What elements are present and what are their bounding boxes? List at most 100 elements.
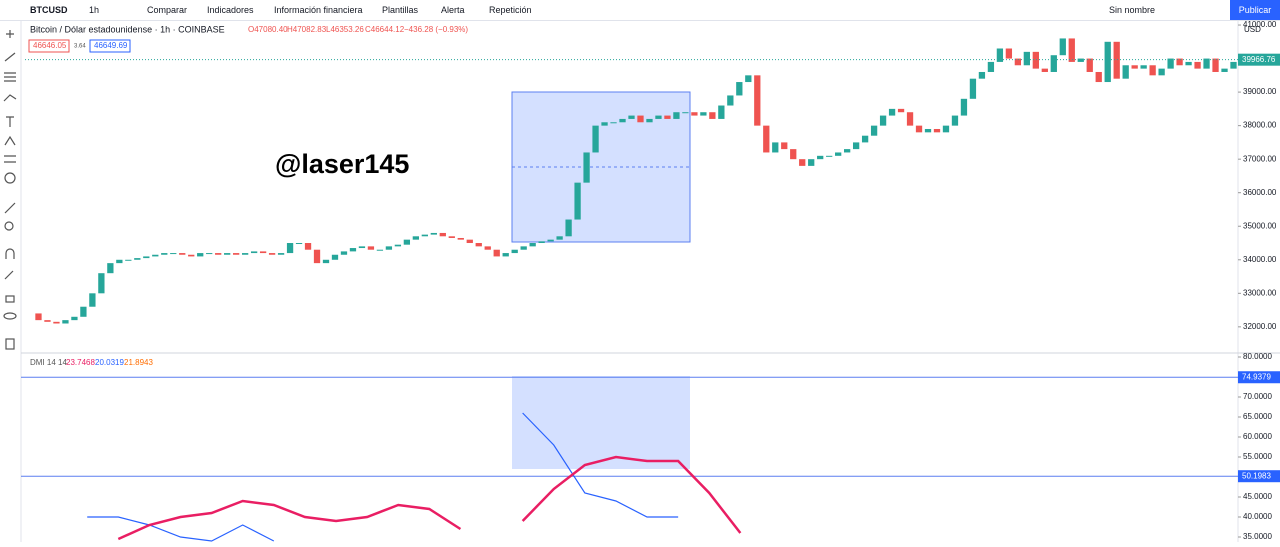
candle xyxy=(304,243,312,250)
level-box xyxy=(1238,371,1280,384)
candle xyxy=(71,316,78,321)
watermark: @laser145 xyxy=(275,149,409,179)
tool-icon[interactable] xyxy=(6,30,14,38)
candle xyxy=(610,122,617,124)
level-label: 74.9379 xyxy=(1242,372,1271,381)
y-tick-label: 36000.00 xyxy=(1243,188,1277,197)
level-box xyxy=(1238,470,1280,483)
candle xyxy=(1014,58,1022,66)
tool-icon[interactable] xyxy=(3,94,17,102)
candle xyxy=(116,259,123,264)
candle xyxy=(529,243,536,247)
y-tick-label: 45.0000 xyxy=(1243,492,1272,501)
y-tick-label: 37000.00 xyxy=(1243,154,1277,163)
tool-icon[interactable] xyxy=(4,172,16,184)
toolbar-item[interactable]: Comparar xyxy=(147,5,188,15)
candle xyxy=(808,159,815,166)
tool-icon[interactable] xyxy=(4,52,16,62)
candle xyxy=(1131,65,1138,69)
candle xyxy=(35,313,42,321)
candle xyxy=(376,249,384,251)
candle xyxy=(763,125,770,153)
tool-icon[interactable] xyxy=(5,248,15,259)
currency[interactable]: USD xyxy=(1244,25,1261,34)
tool-icon[interactable] xyxy=(5,338,15,350)
y-tick-label: 35.0000 xyxy=(1243,532,1272,541)
toolbar-item[interactable]: Información financiera xyxy=(274,5,363,15)
candle xyxy=(98,273,105,294)
interval[interactable]: 1h xyxy=(89,5,100,15)
candle xyxy=(1230,61,1237,69)
candle xyxy=(727,95,734,106)
layout-name[interactable]: Sin nombre xyxy=(1109,5,1156,15)
candle xyxy=(1059,38,1066,56)
candle xyxy=(1167,58,1174,69)
tool-icon[interactable] xyxy=(4,155,16,163)
candle xyxy=(843,149,851,153)
toolbar-item[interactable]: Plantillas xyxy=(382,5,419,15)
indicator-value: 23.7468 xyxy=(66,358,95,367)
candle xyxy=(655,115,662,119)
candle xyxy=(897,108,905,113)
buy[interactable]: 46649.69 xyxy=(94,41,128,50)
candle xyxy=(448,236,455,238)
candle xyxy=(475,243,482,247)
candle xyxy=(277,253,285,255)
candle xyxy=(565,219,572,237)
y-tick-label: 41000.00 xyxy=(1243,21,1277,29)
tool-icon[interactable] xyxy=(6,116,14,127)
candle xyxy=(286,243,294,254)
tool-icon[interactable] xyxy=(4,135,16,146)
candle xyxy=(601,122,608,126)
candle xyxy=(547,239,554,242)
publish-button[interactable]: Publicar xyxy=(1230,0,1280,20)
candle xyxy=(107,263,114,274)
candle xyxy=(1203,58,1210,69)
tool-icon[interactable] xyxy=(4,270,14,280)
sell[interactable]: 46646.05 xyxy=(33,41,67,50)
range-box[interactable] xyxy=(512,376,690,469)
candle xyxy=(888,108,896,116)
candle xyxy=(772,142,779,153)
candle xyxy=(691,112,698,116)
tool-icon[interactable] xyxy=(4,202,16,214)
candle xyxy=(978,71,986,79)
symbol[interactable]: BTCUSD xyxy=(30,5,68,15)
spread: 3.64 xyxy=(74,44,86,50)
candle xyxy=(430,232,437,235)
candle xyxy=(493,249,500,257)
candle xyxy=(520,246,527,250)
y-tick-label: 65.0000 xyxy=(1243,412,1272,421)
candle xyxy=(933,128,941,133)
y-tick-label: 35000.00 xyxy=(1243,221,1277,230)
candle xyxy=(385,246,393,250)
candle xyxy=(718,105,725,119)
tool-icon[interactable] xyxy=(4,221,14,231)
y-tick-label: 70.0000 xyxy=(1243,392,1272,401)
buy-box[interactable] xyxy=(89,39,131,53)
candle xyxy=(466,239,473,244)
candle xyxy=(206,253,213,255)
toolbar-item[interactable]: Repetición xyxy=(489,5,532,15)
candle xyxy=(241,253,249,255)
toolbar: BTCUSD 1h Comparar Indicadores Informaci… xyxy=(0,0,1280,21)
tool-icon[interactable] xyxy=(3,312,17,320)
y-tick-label: 33000.00 xyxy=(1243,288,1277,297)
candle xyxy=(628,115,635,119)
indicator-value: 20.0319 xyxy=(95,358,124,367)
candle xyxy=(511,249,518,254)
tool-icon[interactable] xyxy=(4,72,16,82)
ohlc: O47080.40 xyxy=(248,25,288,34)
candle xyxy=(1212,58,1219,72)
candle xyxy=(161,253,168,255)
candle xyxy=(268,253,276,255)
candle xyxy=(1023,51,1030,66)
tool-icon[interactable] xyxy=(5,295,15,303)
sell-box[interactable] xyxy=(28,39,70,53)
candle xyxy=(637,115,644,123)
toolbar-item[interactable]: Alerta xyxy=(441,5,465,15)
candle xyxy=(502,253,509,257)
toolbar-item[interactable]: Indicadores xyxy=(207,5,254,15)
candle xyxy=(1068,38,1075,62)
